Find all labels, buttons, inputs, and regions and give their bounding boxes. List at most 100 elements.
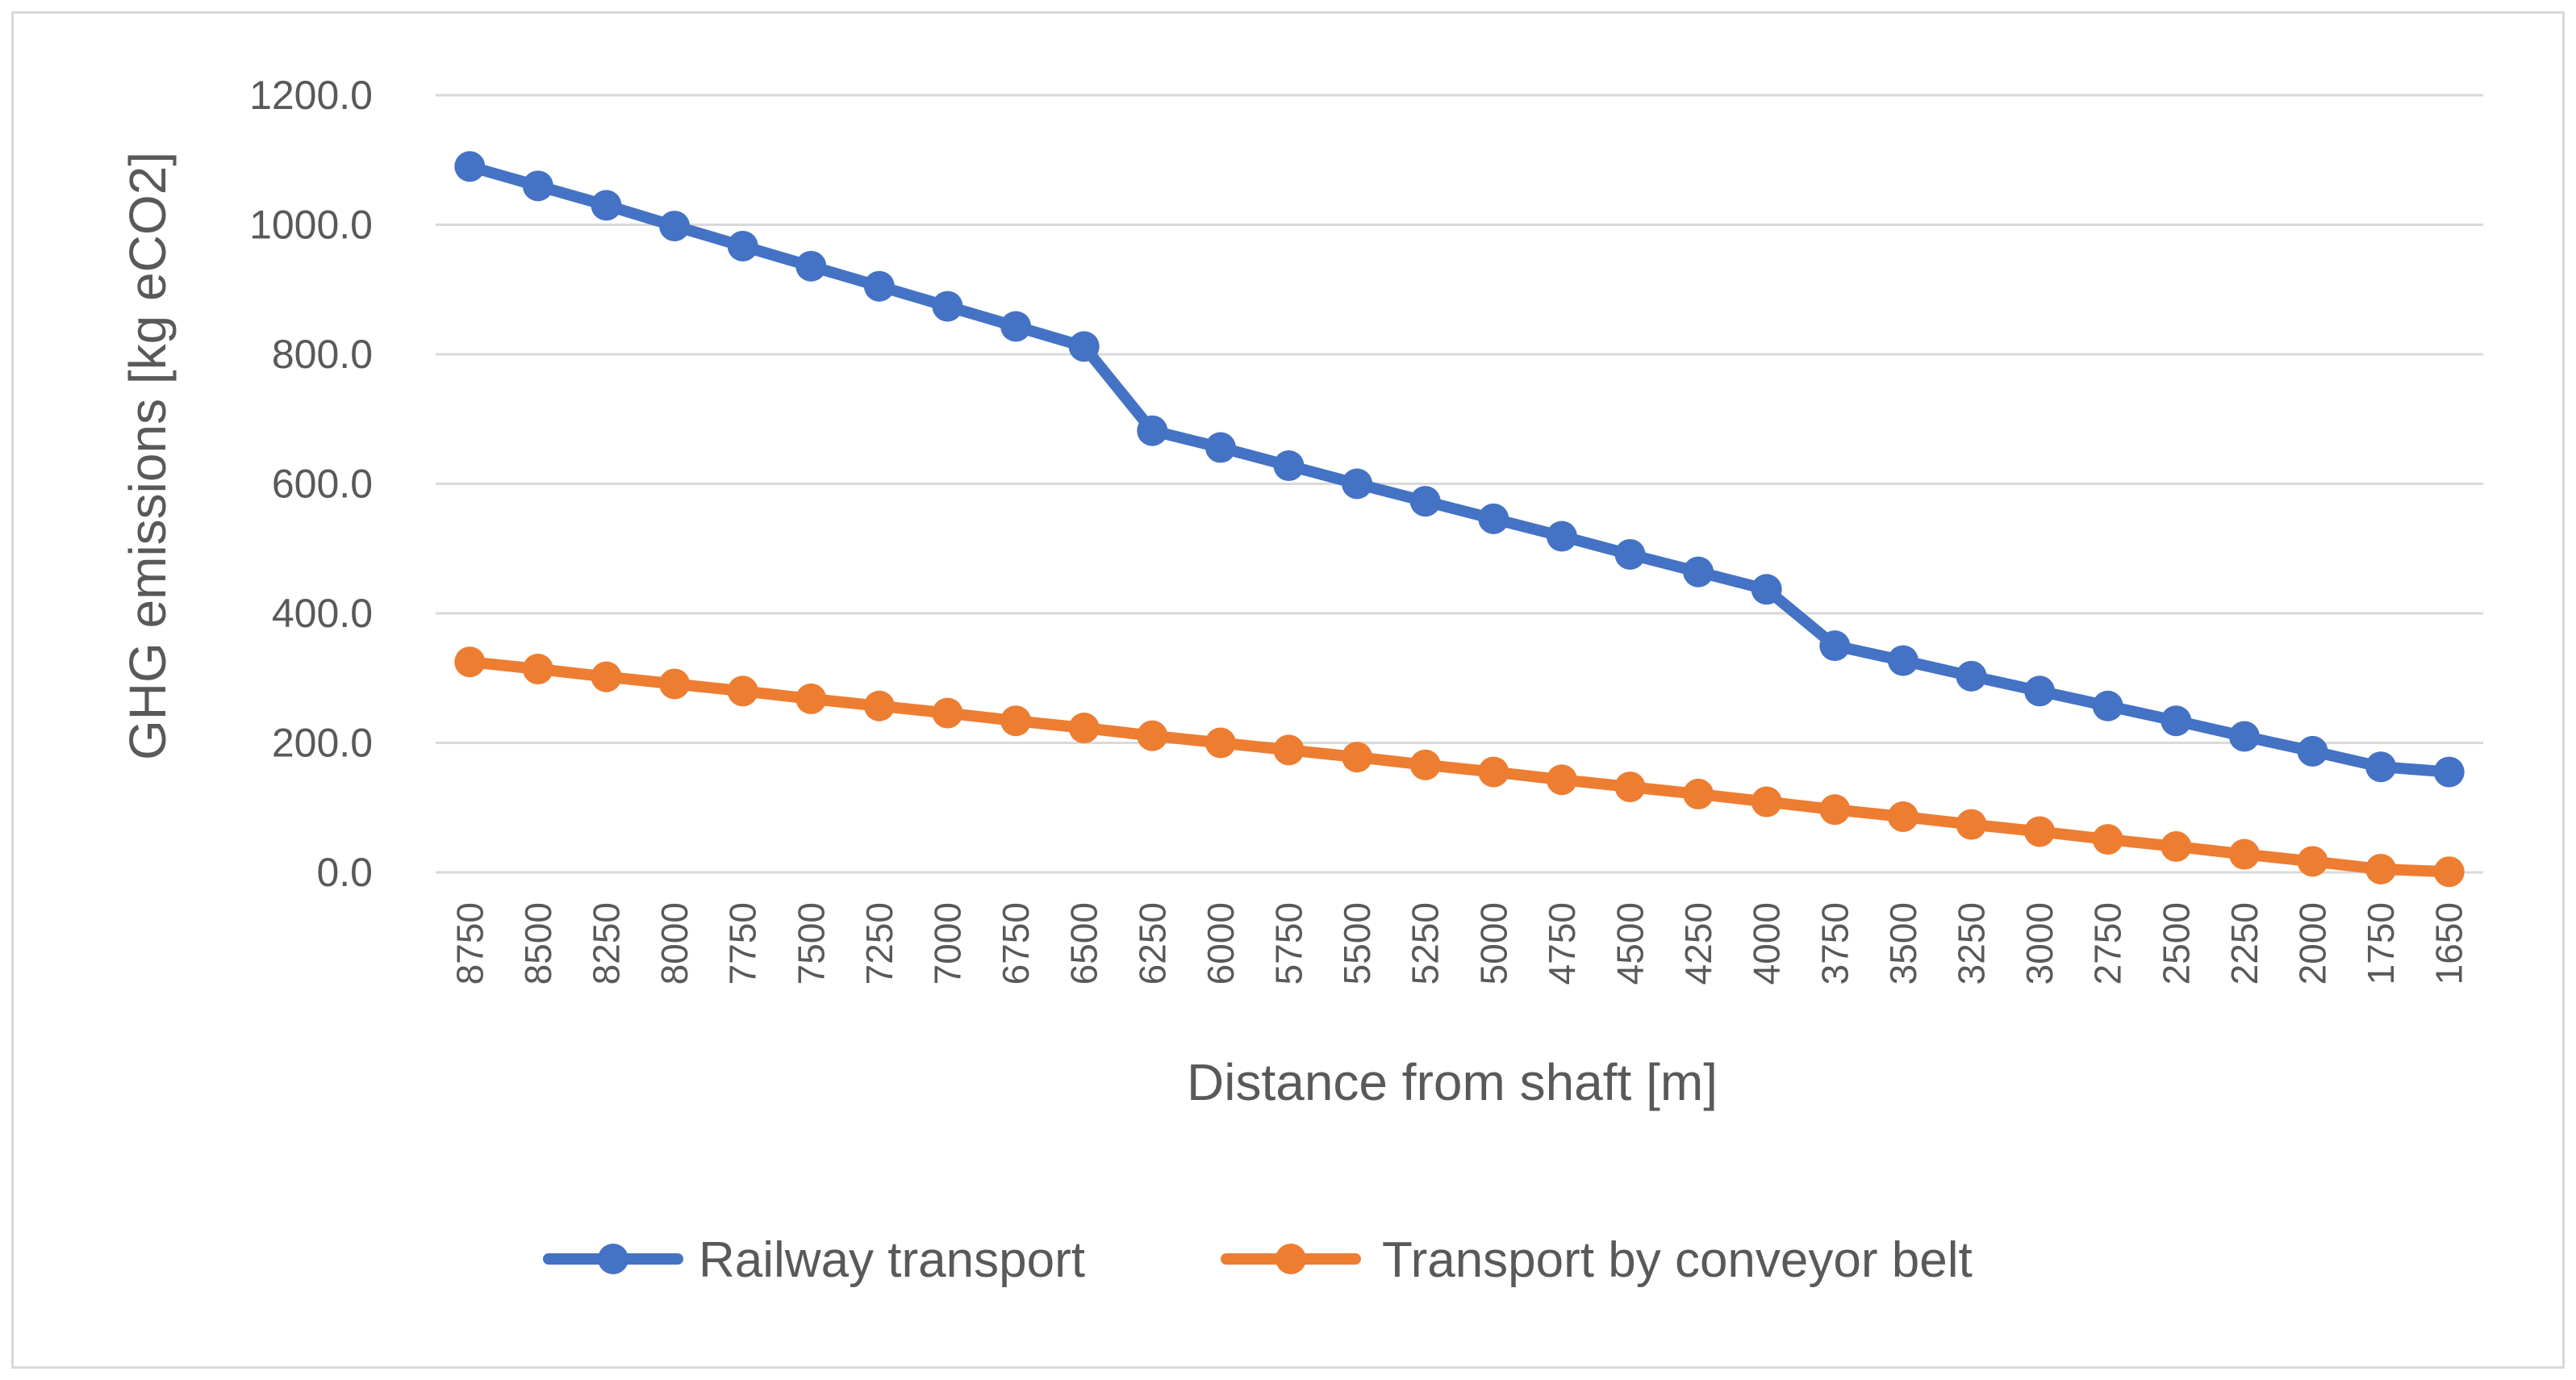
data-point <box>591 190 622 221</box>
x-tick-label: 1750 <box>2360 902 2402 985</box>
x-tick-label: 8500 <box>517 902 559 985</box>
legend-swatch-marker <box>598 1244 628 1274</box>
x-tick-label: 5500 <box>1336 902 1378 985</box>
data-point <box>1887 801 1918 832</box>
data-point <box>932 291 963 322</box>
data-point <box>2228 838 2260 870</box>
y-tick-label: 400.0 <box>272 591 373 636</box>
data-point <box>795 250 827 282</box>
series-lines <box>454 151 2465 888</box>
x-tick-label: 4000 <box>1746 902 1788 985</box>
x-tick-label: 2750 <box>2087 902 2129 985</box>
data-point <box>2024 675 2056 707</box>
data-point <box>1342 468 1373 500</box>
data-point <box>1000 311 1032 342</box>
data-point <box>1342 742 1373 773</box>
x-tick-label: 3250 <box>1951 902 1993 985</box>
data-point <box>1204 432 1236 463</box>
x-tick-label: 4750 <box>1541 902 1583 985</box>
x-tick-label: 3000 <box>2019 902 2060 985</box>
data-point <box>522 654 553 685</box>
x-axis-title: Distance from shaft [m] <box>1187 1053 1718 1111</box>
data-point <box>1273 734 1305 766</box>
data-point <box>2024 816 2056 847</box>
data-point <box>2092 824 2123 855</box>
legend-label: Railway transport <box>699 1232 1085 1288</box>
x-tick-label: 8250 <box>586 902 628 985</box>
data-point <box>795 683 827 714</box>
data-point <box>1409 749 1441 780</box>
data-point <box>1068 713 1100 744</box>
x-tick-label: 5250 <box>1405 902 1447 985</box>
data-point <box>2297 735 2328 767</box>
x-tick-label: 7500 <box>790 902 832 985</box>
x-tick-label: 2500 <box>2155 902 2197 985</box>
data-point <box>1614 772 1646 803</box>
legend-label: Transport by conveyor belt <box>1382 1232 1973 1288</box>
gridlines <box>436 94 2483 874</box>
data-point <box>1409 486 1441 517</box>
data-point <box>1819 794 1851 826</box>
data-point <box>727 675 758 707</box>
chart-frame <box>11 11 2565 1369</box>
data-point <box>1137 415 1168 446</box>
x-tick-label: 2000 <box>2292 902 2334 985</box>
data-point <box>2365 853 2397 884</box>
data-point <box>863 690 895 721</box>
data-point <box>591 661 622 692</box>
data-point <box>1887 645 1918 676</box>
data-point <box>1683 556 1714 588</box>
x-tick-label: 6000 <box>1200 902 1242 985</box>
x-tick-label: 7000 <box>927 902 969 985</box>
data-point <box>454 646 486 678</box>
x-tick-label: 2250 <box>2223 902 2265 985</box>
x-tick-label: 5750 <box>1268 902 1310 985</box>
data-point <box>2297 846 2328 877</box>
y-tick-label: 200.0 <box>272 721 373 766</box>
x-tick-label: 4500 <box>1609 902 1651 985</box>
x-tick-label: 6500 <box>1063 902 1105 985</box>
x-axis-ticks: 8750 8500 8250 8000 7750 7500 7250 7000 6750 6500… <box>449 902 2470 985</box>
data-point <box>1751 574 1782 605</box>
data-point <box>2365 751 2397 783</box>
x-tick-label: 5000 <box>1472 902 1514 985</box>
data-point <box>1068 331 1100 362</box>
y-tick-label: 1000.0 <box>249 203 373 248</box>
data-point <box>863 270 895 302</box>
data-point <box>1614 538 1646 570</box>
data-point <box>1683 778 1714 809</box>
data-point <box>727 230 758 261</box>
x-tick-label: 7750 <box>722 902 764 985</box>
data-point <box>1273 450 1305 482</box>
data-point <box>932 697 963 729</box>
data-point <box>1546 521 1577 552</box>
data-point <box>1204 727 1236 759</box>
data-point <box>2433 856 2465 888</box>
data-point <box>2161 705 2192 737</box>
data-point <box>1137 720 1168 751</box>
x-tick-label: 7250 <box>858 902 900 985</box>
data-point <box>1819 630 1851 662</box>
y-tick-label: 600.0 <box>272 462 373 507</box>
x-tick-label: 1650 <box>2428 902 2470 985</box>
data-point <box>2161 830 2192 862</box>
x-tick-label: 3750 <box>1814 902 1856 985</box>
y-axis-title: GHG emissions [kg eCO2] <box>119 152 177 760</box>
x-tick-label: 3500 <box>1882 902 1924 985</box>
data-point <box>522 170 553 202</box>
data-point <box>659 668 691 700</box>
data-point <box>2433 756 2465 788</box>
data-point <box>1546 764 1577 796</box>
legend: Railway transport Transport by conveyor b… <box>543 1232 1973 1288</box>
data-point <box>1956 809 1987 840</box>
x-tick-label: 6250 <box>1131 902 1173 985</box>
data-point <box>1478 503 1509 534</box>
legend-swatch-marker <box>1275 1244 1306 1274</box>
data-point <box>1956 660 1987 692</box>
x-tick-label: 8000 <box>653 902 695 985</box>
x-tick-label: 4250 <box>1677 902 1719 985</box>
data-point <box>1000 705 1032 737</box>
data-point <box>454 151 486 182</box>
data-point <box>2092 690 2123 721</box>
